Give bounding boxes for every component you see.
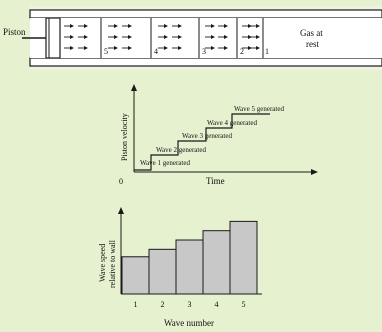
velocity-arrow [250, 24, 260, 28]
velocity-arrow [250, 35, 260, 39]
velocity-y-arrowhead [131, 84, 137, 91]
bar-wave-1 [121, 256, 150, 295]
region-number-1: 1 [265, 47, 269, 56]
tube-top-wall [29, 9, 382, 19]
velocity-arrow [205, 35, 215, 39]
velocity-arrow [172, 35, 182, 39]
velocity-y-label: Piston velocity [120, 113, 129, 161]
region-number-5: 5 [104, 47, 108, 56]
region-number-4: 4 [154, 47, 158, 56]
step-label-wave-3: Wave 3 generated [182, 132, 232, 140]
bar-tick-label-2: 2 [161, 300, 165, 309]
velocity-arrow [108, 46, 118, 50]
velocity-origin-label: 0 [119, 177, 123, 186]
velocity-arrow [250, 46, 260, 50]
velocity-x-label: Time [206, 176, 225, 186]
tube-bottom-wall [29, 57, 382, 67]
bar-category-labels: 1 2 3 4 5 [134, 300, 246, 309]
piston-head [45, 17, 61, 59]
gas-label-line1: Gas at [300, 28, 323, 38]
bar-wave-4 [202, 230, 231, 295]
velocity-arrow [108, 24, 118, 28]
step-label-wave-2: Wave 2 generated [156, 146, 206, 154]
bar-series [121, 220, 258, 295]
gas-label-line2: rest [306, 39, 319, 49]
velocity-arrow [122, 35, 132, 39]
bar-y-arrowhead [118, 207, 124, 214]
step-label-wave-5: Wave 5 generated [234, 105, 284, 113]
region-number-2: 2 [240, 47, 244, 56]
tube-interior [30, 18, 382, 58]
velocity-arrow [122, 46, 132, 50]
bar-tick-label-3: 3 [188, 300, 192, 309]
velocity-arrow [218, 24, 228, 28]
velocity-plot: Piston velocity 0 Time Wave 1 generated … [119, 84, 318, 186]
step-label-wave-1: Wave 1 generated [140, 159, 190, 167]
step-label-wave-4: Wave 4 generated [207, 119, 257, 127]
bar-tick-label-1: 1 [134, 300, 138, 309]
velocity-arrow [64, 46, 74, 50]
velocity-arrow [64, 35, 74, 39]
velocity-arrow [158, 46, 168, 50]
bar-tick-label-5: 5 [242, 300, 246, 309]
bar-wave-2 [148, 248, 177, 295]
velocity-arrow [108, 35, 118, 39]
velocity-arrow [218, 35, 228, 39]
velocity-arrow [158, 35, 168, 39]
velocity-arrow [172, 46, 182, 50]
bar-y-label-line1: Wave speed [98, 244, 107, 282]
velocity-arrow [78, 24, 88, 28]
bar-y-label-line2: relative to wall [108, 239, 117, 288]
bar-tick-label-4: 4 [215, 300, 219, 309]
bar-x-label: Wave number [164, 318, 214, 328]
velocity-arrow [78, 46, 88, 50]
velocity-arrow [158, 24, 168, 28]
velocity-arrow [205, 24, 215, 28]
bar-wave-5 [229, 220, 258, 295]
velocity-arrow [64, 24, 74, 28]
gas-velocity-arrows [64, 24, 260, 50]
piston-label: Piston [3, 27, 26, 37]
velocity-arrow [218, 46, 228, 50]
wave-fronts [100, 18, 264, 58]
velocity-arrow [122, 24, 132, 28]
velocity-arrow [172, 24, 182, 28]
region-number-3: 3 [202, 47, 206, 56]
tube-diagram: Piston 5 4 3 2 1 Gas at rest [3, 6, 382, 70]
velocity-arrow [78, 35, 88, 39]
velocity-arrow [205, 46, 215, 50]
velocity-step-line [134, 113, 270, 171]
wave-speed-chart: Wave speed relative to wall 1 2 3 4 5 Wave n… [98, 207, 262, 328]
velocity-x-arrowhead [311, 169, 318, 175]
bar-wave-3 [175, 239, 204, 295]
